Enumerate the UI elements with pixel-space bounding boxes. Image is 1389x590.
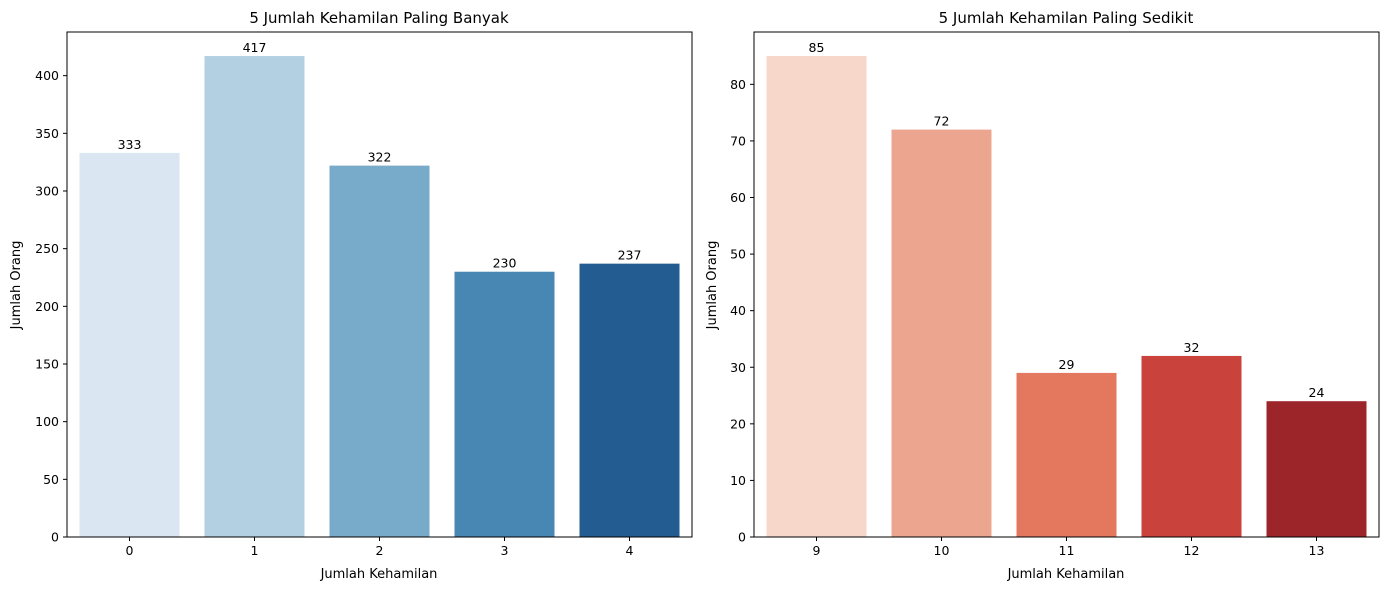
bar-13 [1266,401,1367,537]
bar-12 [1141,355,1242,537]
y-tick-label-350: 350 [35,126,59,141]
bar-2 [329,165,430,537]
x-tick-label-2: 2 [376,543,384,558]
chart-title: 5 Jumlah Kehamilan Paling Banyak [249,9,509,27]
y-axis-label: Jumlah Orang [9,241,24,331]
data-label-2: 322 [368,150,392,165]
y-axis-label: Jumlah Orang [705,241,720,331]
x-tick-label-3: 3 [501,543,509,558]
bar-11 [1016,372,1117,537]
y-tick-label-20: 20 [730,416,746,431]
bar-3 [454,271,555,537]
x-tick-label-0: 0 [126,543,134,558]
x-tick-label-1: 1 [251,543,259,558]
y-tick-label-0: 0 [51,530,59,545]
y-tick-label-30: 30 [730,360,746,375]
chart-title: 5 Jumlah Kehamilan Paling Sedikit [939,9,1194,27]
y-tick-label-40: 40 [730,303,746,318]
y-tick-label-50: 50 [43,472,59,487]
bar-10 [891,129,992,537]
y-tick-label-60: 60 [730,190,746,205]
data-label-11: 29 [1059,357,1075,372]
x-axis-label: Jumlah Kehamilan [320,567,438,582]
data-label-0: 333 [118,137,142,152]
data-label-1: 417 [243,40,267,55]
x-tick-label-10: 10 [934,543,950,558]
data-label-13: 24 [1309,385,1325,400]
bar-0 [79,152,180,537]
x-tick-label-11: 11 [1059,543,1075,558]
x-axis-label: Jumlah Kehamilan [1007,567,1125,582]
y-tick-label-200: 200 [35,299,59,314]
data-label-4: 237 [618,248,642,263]
chart-fewest-pregnancies: 5 Jumlah Kehamilan Paling Sedikit Jumlah… [705,9,1380,582]
data-label-3: 230 [493,256,517,271]
x-tick-label-9: 9 [813,543,821,558]
y-tick-label-80: 80 [730,77,746,92]
bar-9 [766,56,867,538]
y-tick-label-70: 70 [730,133,746,148]
x-tick-label-12: 12 [1184,543,1200,558]
y-tick-label-10: 10 [730,473,746,488]
data-label-9: 85 [809,40,825,55]
chart-most-pregnancies: 5 Jumlah Kehamilan Paling Banyak Jumlah … [9,9,693,582]
y-tick-label-50: 50 [730,247,746,262]
x-tick-label-13: 13 [1309,543,1325,558]
y-tick-label-0: 0 [738,530,746,545]
bar-1 [204,56,305,538]
data-label-12: 32 [1184,340,1200,355]
y-tick-label-150: 150 [35,356,59,371]
data-label-10: 72 [934,114,950,129]
y-tick-label-300: 300 [35,183,59,198]
y-tick-label-250: 250 [35,241,59,256]
y-tick-label-100: 100 [35,414,59,429]
bar-4 [579,263,680,537]
x-tick-label-4: 4 [626,543,634,558]
y-tick-label-400: 400 [35,68,59,83]
